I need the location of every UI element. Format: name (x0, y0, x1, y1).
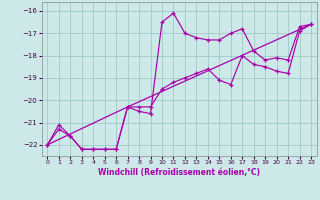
X-axis label: Windchill (Refroidissement éolien,°C): Windchill (Refroidissement éolien,°C) (98, 168, 260, 177)
